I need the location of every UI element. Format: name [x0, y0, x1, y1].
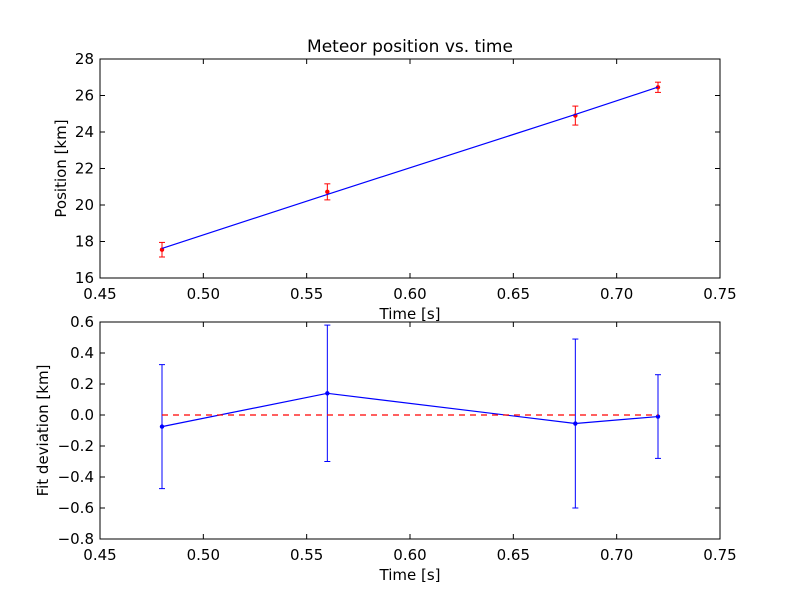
- y-tick-label: 16: [75, 269, 94, 287]
- y-tick-label: 0.6: [70, 313, 94, 331]
- y-tick-label: −0.6: [58, 499, 94, 517]
- data-point: [573, 421, 578, 426]
- ticks-layer: 0.45 0.50 0.55 0.60 0.65 0.70 0.75 16 18 20 22 24 26…: [75, 50, 737, 303]
- fit-deviation-plot: 0.45 0.50 0.55 0.60 0.65 0.70 0.75 0.6 0.4 0.2 0.0…: [34, 313, 737, 584]
- y-axis-label: Fit deviation [km]: [34, 365, 52, 497]
- x-tick-label: 0.75: [703, 285, 736, 303]
- y-tick-label: −0.4: [58, 468, 94, 486]
- data-point: [159, 424, 165, 429]
- x-tick-label: 0.60: [393, 285, 426, 303]
- y-tick-label: 0.2: [70, 375, 94, 393]
- y-tick-label: 0.0: [70, 406, 94, 424]
- y-tick-label: 0.4: [70, 344, 94, 362]
- deviation-line: [161, 392, 659, 428]
- y-tick-label: −0.2: [58, 437, 94, 455]
- x-axis-label: Time [s]: [379, 566, 441, 584]
- x-tick-label: 0.50: [187, 285, 220, 303]
- y-tick-label: 20: [75, 196, 94, 214]
- x-tick-label: 0.70: [600, 285, 633, 303]
- chart-title: Meteor position vs. time: [307, 37, 513, 57]
- ticks-layer: 0.45 0.50 0.55 0.60 0.65 0.70 0.75 0.6 0.4 0.2 0.0…: [58, 313, 737, 564]
- x-tick-label: 0.45: [83, 546, 116, 564]
- series-layer: [159, 81, 661, 258]
- data-point: [325, 391, 330, 396]
- data-point: [325, 189, 330, 195]
- x-tick-label: 0.55: [290, 285, 323, 303]
- x-tick-label: 0.50: [187, 546, 220, 564]
- y-tick-label: 24: [75, 123, 94, 141]
- x-tick-label: 0.45: [83, 285, 116, 303]
- y-tick-label: 18: [75, 233, 94, 251]
- x-tick-label: 0.55: [290, 546, 323, 564]
- fit-line: [161, 86, 659, 250]
- x-tick-label: 0.60: [393, 546, 426, 564]
- x-tick-label: 0.65: [497, 285, 530, 303]
- x-tick-label: 0.65: [497, 546, 530, 564]
- y-tick-label: 26: [75, 87, 94, 105]
- y-axis-label: Position [km]: [52, 119, 70, 217]
- x-tick-label: 0.70: [600, 546, 633, 564]
- position-plot: Meteor position vs. time 0.45 0.50 0.55 0.6…: [52, 37, 737, 323]
- series-layer: [159, 324, 661, 509]
- x-tick-label: 0.75: [703, 546, 736, 564]
- y-tick-label: 28: [75, 50, 94, 68]
- y-tick-label: −0.8: [58, 530, 94, 548]
- data-point: [655, 414, 661, 419]
- x-axis-label: Time [s]: [379, 305, 441, 323]
- y-tick-label: 22: [75, 160, 94, 178]
